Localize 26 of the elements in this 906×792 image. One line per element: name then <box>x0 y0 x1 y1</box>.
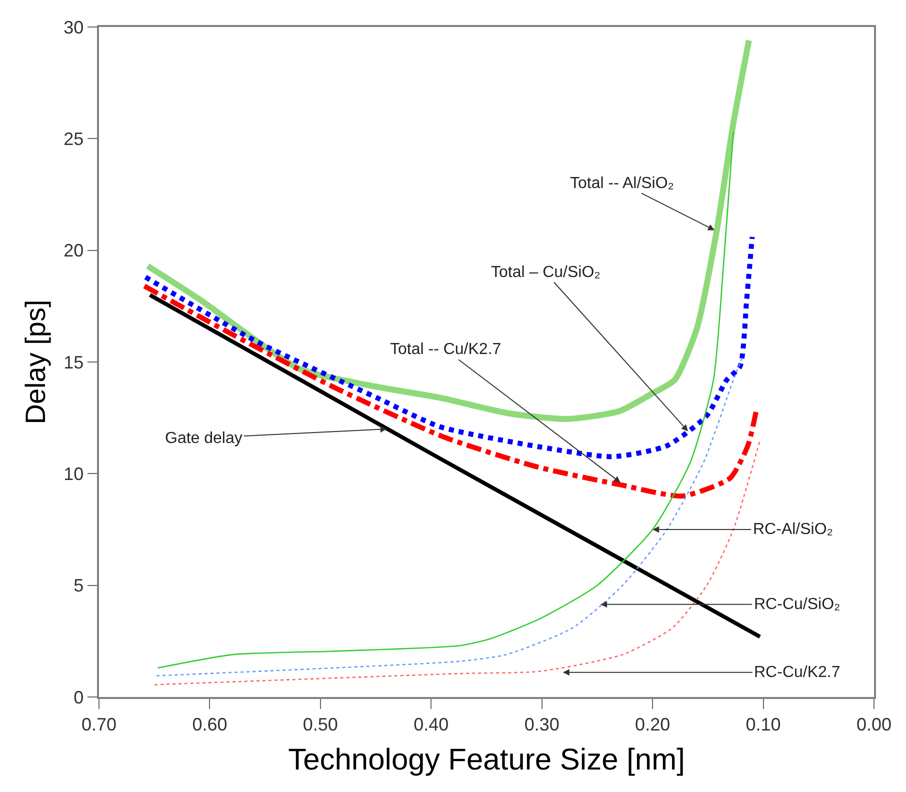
x-tick-label: 0.00 <box>856 714 892 734</box>
x-tick-label: 0.40 <box>414 714 449 734</box>
annotation: Total – Cu/SiO₂ <box>491 264 600 281</box>
annotation: RC-Al/SiO₂ <box>753 521 833 538</box>
x-tick-label: 0.30 <box>524 714 560 734</box>
line-series <box>156 356 743 676</box>
annotation: RC-Cu/SiO₂ <box>754 596 840 613</box>
annotation: Total -- Cu/K2.7 <box>390 341 502 358</box>
line-series <box>157 131 734 669</box>
y-tick-label: 10 <box>64 464 84 484</box>
x-tick-label: 0.20 <box>635 714 670 734</box>
y-tick-label: 25 <box>64 128 84 149</box>
y-tick-label: 15 <box>64 352 84 372</box>
annotation: Total -- Al/SiO₂ <box>570 175 674 192</box>
y-tick-label: 30 <box>64 17 84 38</box>
x-tick-label: 0.70 <box>81 714 117 734</box>
annotation: Gate delay <box>165 430 242 447</box>
annotation: RC-Cu/K2.7 <box>754 664 840 681</box>
x-axis-title: Technology Feature Size [nm] <box>288 743 685 776</box>
x-tick-label: 0.60 <box>192 714 228 734</box>
y-tick-label: 20 <box>64 240 84 261</box>
y-tick-label: 5 <box>74 576 84 596</box>
y-tick-label: 0 <box>74 687 84 708</box>
x-tick-label: 0.10 <box>746 714 781 734</box>
x-tick-label: 0.50 <box>302 714 338 734</box>
y-axis-title: Delay [ps] <box>20 300 51 424</box>
